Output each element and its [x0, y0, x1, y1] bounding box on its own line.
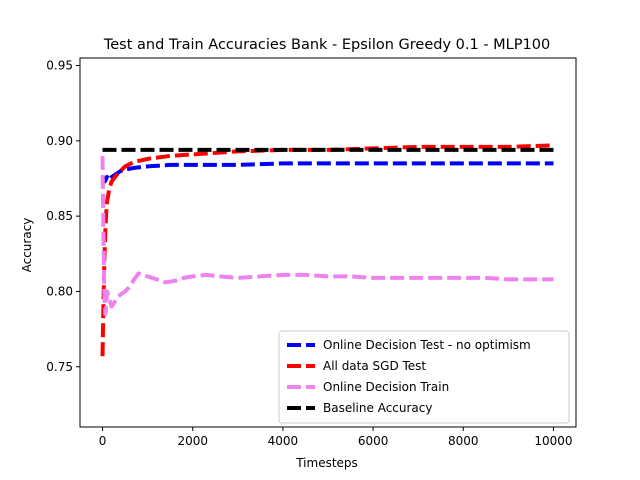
x-tick-label: 8000: [448, 434, 479, 448]
legend-label: All data SGD Test: [323, 359, 426, 373]
y-axis-label: Accuracy: [20, 218, 34, 273]
legend: Online Decision Test - no optimism All da…: [278, 330, 570, 424]
x-tick-label: 6000: [358, 434, 389, 448]
y-tick-label: 0.85: [46, 209, 73, 223]
y-tick-label: 0.80: [46, 284, 73, 298]
legend-box: [278, 330, 570, 424]
chart-title: Test and Train Accuracies Bank - Epsilon…: [103, 37, 550, 53]
series-line-1: [100, 161, 554, 184]
x-tick-label: 10000: [534, 434, 572, 448]
legend-label: Online Decision Train: [323, 380, 449, 394]
y-tick-label: 0.95: [46, 59, 73, 73]
plot-area: [79, 57, 577, 428]
legend-label: Online Decision Test - no optimism: [323, 338, 531, 352]
series-line-3: [100, 155, 554, 316]
y-axis-ticks: 0.75 0.80 0.85 0.90 0.95: [46, 59, 80, 374]
x-axis-label: Timesteps: [295, 456, 358, 470]
x-tick-label: 2000: [177, 434, 208, 448]
plot-frame: [79, 57, 577, 428]
y-tick-label: 0.90: [46, 134, 73, 148]
x-tick-label: 4000: [268, 434, 299, 448]
x-axis-ticks: 0 2000 4000 6000 8000 10000: [99, 427, 573, 448]
series-line-2: [100, 143, 554, 357]
y-tick-label: 0.75: [46, 360, 73, 374]
legend-label: Baseline Accuracy: [323, 401, 432, 415]
x-tick-label: 0: [99, 434, 107, 448]
